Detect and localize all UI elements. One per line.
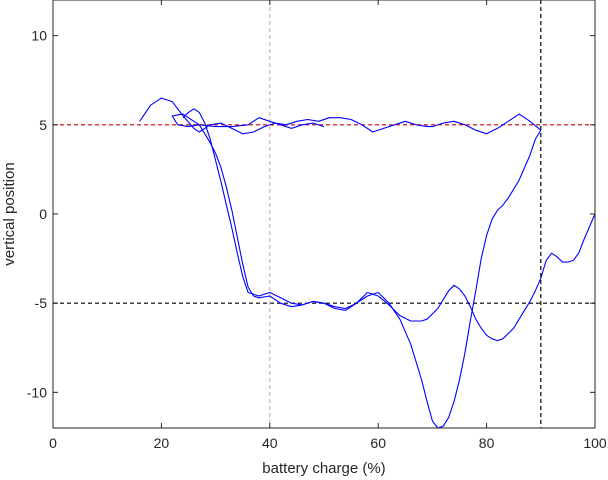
plot-area xyxy=(53,0,595,428)
x-tick-label: 20 xyxy=(154,435,170,451)
y-axis-label: vertical position xyxy=(1,162,18,265)
series-line-0 xyxy=(139,97,542,135)
y-tick-label: 5 xyxy=(39,117,47,133)
x-tick-label: 100 xyxy=(583,435,607,451)
x-tick-label: 60 xyxy=(370,435,386,451)
series-line-1 xyxy=(182,108,542,429)
y-axis-ticks: -10 -5 0 5 10 xyxy=(27,28,595,400)
series-layer xyxy=(139,97,596,429)
x-axis-ticks: 0 20 40 60 80 100 xyxy=(49,0,607,451)
x-axis-label: battery charge (%) xyxy=(262,460,385,477)
y-tick-label: 0 xyxy=(39,206,47,222)
x-tick-label: 40 xyxy=(262,435,278,451)
y-tick-label: 10 xyxy=(31,28,47,44)
y-tick-label: -10 xyxy=(27,384,47,400)
series-line-2 xyxy=(171,113,596,342)
x-tick-label: 0 xyxy=(49,435,57,451)
y-tick-label: -5 xyxy=(35,295,48,311)
reference-lines xyxy=(53,0,595,428)
x-tick-label: 80 xyxy=(479,435,495,451)
